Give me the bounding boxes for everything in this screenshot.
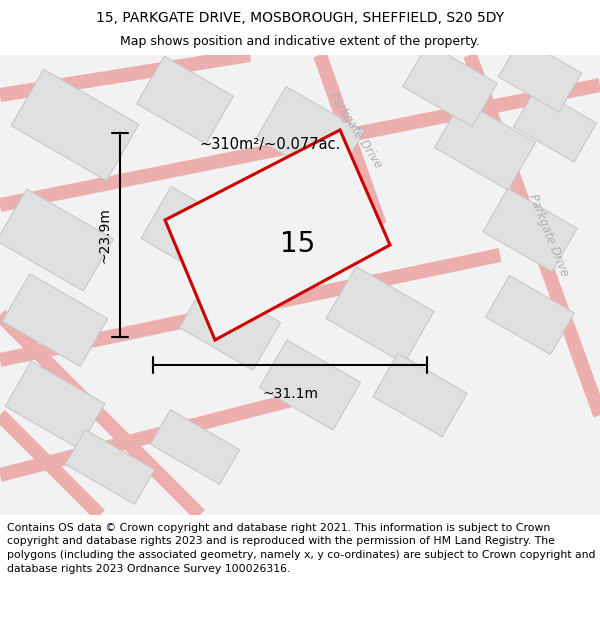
Text: Map shows position and indicative extent of the property.: Map shows position and indicative extent…	[120, 35, 480, 48]
Polygon shape	[256, 86, 364, 184]
Text: ~31.1m: ~31.1m	[262, 387, 318, 401]
Polygon shape	[269, 175, 371, 265]
Polygon shape	[179, 280, 281, 370]
Polygon shape	[403, 43, 497, 127]
Text: 15: 15	[280, 230, 315, 258]
Polygon shape	[151, 409, 239, 484]
Polygon shape	[483, 188, 577, 272]
Polygon shape	[5, 361, 105, 449]
Text: Parkgate Drive: Parkgate Drive	[526, 192, 571, 278]
Polygon shape	[485, 276, 574, 354]
Text: Parkgate Drive: Parkgate Drive	[326, 89, 385, 171]
Polygon shape	[11, 69, 139, 181]
Polygon shape	[326, 266, 434, 364]
Polygon shape	[137, 56, 233, 144]
Polygon shape	[373, 353, 467, 437]
Text: ~310m²/~0.077ac.: ~310m²/~0.077ac.	[199, 138, 341, 152]
Polygon shape	[514, 88, 596, 162]
Polygon shape	[2, 274, 108, 366]
Polygon shape	[141, 186, 249, 284]
Polygon shape	[65, 429, 155, 504]
Polygon shape	[499, 38, 581, 112]
Polygon shape	[0, 189, 113, 291]
Text: ~23.9m: ~23.9m	[98, 207, 112, 263]
Polygon shape	[165, 130, 390, 340]
Polygon shape	[434, 100, 536, 190]
Text: Contains OS data © Crown copyright and database right 2021. This information is : Contains OS data © Crown copyright and d…	[7, 522, 596, 574]
Polygon shape	[259, 340, 361, 430]
Text: 15, PARKGATE DRIVE, MOSBOROUGH, SHEFFIELD, S20 5DY: 15, PARKGATE DRIVE, MOSBOROUGH, SHEFFIEL…	[96, 11, 504, 24]
